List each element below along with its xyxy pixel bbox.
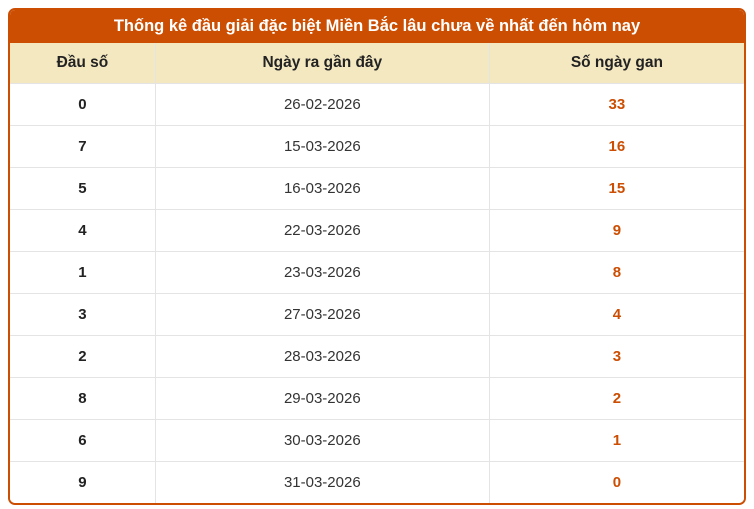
cell-so-ngay-gan: 4 [488, 293, 744, 336]
cell-dau-so: 7 [10, 125, 156, 168]
cell-ngay-ra-gan-day: 31-03-2026 [154, 461, 490, 503]
cell-so-ngay-gan: 9 [488, 209, 744, 252]
table-row: 1 23-03-2026 8 [10, 251, 744, 294]
cell-so-ngay-gan: 16 [488, 125, 744, 168]
table-header-row: Đầu số Ngày ra gần đây Số ngày gan [10, 43, 744, 84]
cell-so-ngay-gan: 3 [488, 335, 744, 378]
table-row: 8 29-03-2026 2 [10, 377, 744, 420]
cell-ngay-ra-gan-day: 23-03-2026 [154, 251, 490, 294]
column-header-ngay-ra-gan-day: Ngày ra gần đây [154, 43, 490, 84]
table-row: 5 16-03-2026 15 [10, 167, 744, 210]
cell-dau-so: 5 [10, 167, 156, 210]
cell-dau-so: 8 [10, 377, 156, 420]
table-row: 3 27-03-2026 4 [10, 293, 744, 336]
cell-ngay-ra-gan-day: 30-03-2026 [154, 419, 490, 462]
column-header-so-ngay-gan: Số ngày gan [488, 43, 744, 84]
special-prize-stats-panel: Thống kê đầu giải đặc biệt Miền Bắc lâu … [8, 8, 746, 505]
table-row: 6 30-03-2026 1 [10, 419, 744, 462]
panel-title: Thống kê đầu giải đặc biệt Miền Bắc lâu … [10, 10, 744, 43]
table-row: 9 31-03-2026 0 [10, 461, 744, 503]
cell-so-ngay-gan: 8 [488, 251, 744, 294]
cell-ngay-ra-gan-day: 28-03-2026 [154, 335, 490, 378]
cell-ngay-ra-gan-day: 27-03-2026 [154, 293, 490, 336]
cell-dau-so: 1 [10, 251, 156, 294]
cell-ngay-ra-gan-day: 22-03-2026 [154, 209, 490, 252]
table-body: 0 26-02-2026 33 7 15-03-2026 16 5 16-03-2026 15 4… [10, 83, 744, 503]
table-row: 0 26-02-2026 33 [10, 83, 744, 126]
stats-table: Đầu số Ngày ra gần đây Số ngày gan 0 26-0… [10, 43, 744, 503]
cell-ngay-ra-gan-day: 15-03-2026 [154, 125, 490, 168]
column-header-dau-so: Đầu số [10, 43, 156, 84]
cell-dau-so: 3 [10, 293, 156, 336]
table-row: 4 22-03-2026 9 [10, 209, 744, 252]
cell-so-ngay-gan: 33 [488, 83, 744, 126]
cell-ngay-ra-gan-day: 29-03-2026 [154, 377, 490, 420]
cell-dau-so: 2 [10, 335, 156, 378]
cell-so-ngay-gan: 0 [488, 461, 744, 503]
cell-so-ngay-gan: 2 [488, 377, 744, 420]
cell-ngay-ra-gan-day: 16-03-2026 [154, 167, 490, 210]
cell-dau-so: 6 [10, 419, 156, 462]
cell-ngay-ra-gan-day: 26-02-2026 [154, 83, 490, 126]
table-row: 7 15-03-2026 16 [10, 125, 744, 168]
cell-dau-so: 0 [10, 83, 156, 126]
cell-dau-so: 4 [10, 209, 156, 252]
cell-dau-so: 9 [10, 461, 156, 503]
cell-so-ngay-gan: 15 [488, 167, 744, 210]
cell-so-ngay-gan: 1 [488, 419, 744, 462]
table-row: 2 28-03-2026 3 [10, 335, 744, 378]
